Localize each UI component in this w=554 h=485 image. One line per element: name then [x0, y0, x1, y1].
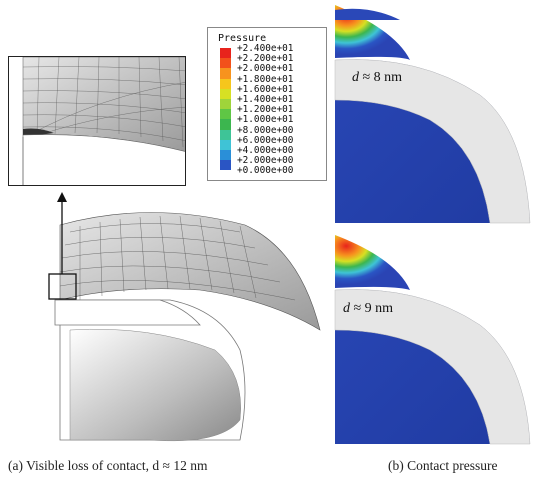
legend-swatch [220, 109, 231, 120]
legend-entry: +4.000e+00 [237, 145, 294, 156]
legend-entry: +6.000e+00 [237, 134, 294, 146]
legend-entry: +1.600e+01 [237, 83, 294, 95]
legend-entry: +2.200e+01 [237, 53, 294, 65]
gap-label-top: d ≈ 8 nm [352, 70, 402, 86]
legend-entry: +8.000e+00 [237, 124, 294, 136]
caption-right: (b) Contact pressure [388, 458, 498, 473]
gap-label-bottom: d ≈ 9 nm [343, 301, 393, 317]
pressure-panel-top [334, 5, 547, 224]
legend-entry: +0.000e+00 [237, 165, 294, 177]
lower-block [54, 299, 246, 442]
legend-swatch [220, 150, 231, 161]
legend-entry: +2.000e+01 [237, 63, 294, 75]
legend-entry: +1.800e+01 [237, 73, 294, 85]
legend-swatch [220, 68, 231, 79]
legend-entry: +2.000e+00 [237, 155, 294, 167]
upper-sphere-mesh [59, 212, 321, 331]
pressure-legend: Pressure +2.400e+01 +2.200e+01 +2.000e+01 +… [207, 27, 327, 181]
gap-symbol-bottom: d [343, 301, 350, 316]
legend-swatch [220, 160, 231, 171]
legend-title: Pressure [218, 33, 267, 44]
legend-swatch [220, 88, 231, 99]
legend-swatch [220, 99, 231, 110]
gap-value-bottom: ≈ 9 nm [353, 301, 394, 316]
legend-swatch [220, 58, 231, 69]
legend-swatch [220, 119, 231, 130]
zoom-inset [8, 56, 186, 186]
legend-swatch [220, 78, 231, 89]
legend-entry: +1.200e+01 [237, 104, 294, 116]
legend-swatch [220, 139, 231, 150]
caption-left: (a) Visible loss of contact, d ≈ 12 nm [8, 458, 208, 473]
legend-entry: +1.400e+01 [237, 94, 294, 105]
gap-symbol-top: d [352, 70, 359, 85]
pressure-panel-bottom [334, 228, 547, 445]
legend-swatch [220, 129, 231, 140]
legend-entry: +2.400e+01 [237, 43, 294, 54]
legend-entry: +1.000e+01 [237, 114, 294, 126]
legend-swatch [220, 48, 231, 59]
gap-value-top: ≈ 8 nm [362, 70, 403, 85]
arrow-head-icon [57, 192, 67, 202]
zoom-inset-mesh [22, 57, 185, 185]
